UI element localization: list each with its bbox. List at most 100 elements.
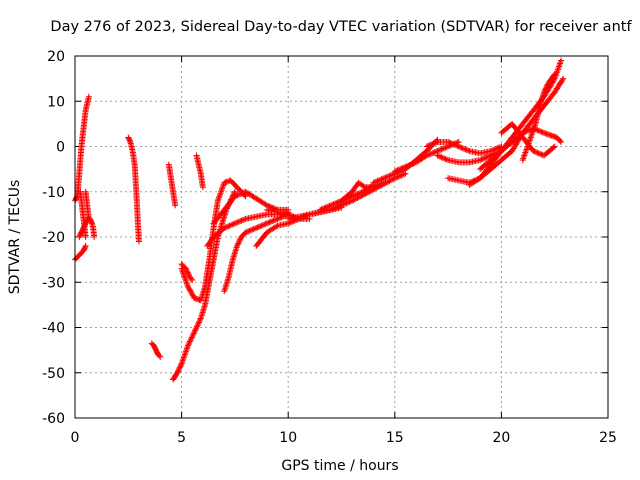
data-point <box>273 223 280 230</box>
data-point <box>218 187 225 194</box>
data-point <box>430 149 437 156</box>
data-point <box>231 193 238 200</box>
axis-ticks: 0 5 10 15 20 25 -60 -50 -40 -30 -20 -10 0 10 20 <box>42 49 617 446</box>
data-point <box>261 221 268 228</box>
series-arc-14 <box>210 188 292 227</box>
data-point <box>406 162 413 169</box>
data-point <box>179 267 186 274</box>
data-point <box>194 322 201 329</box>
y-tick-label: 20 <box>47 49 65 65</box>
data-point <box>186 286 193 293</box>
data-point <box>423 143 430 150</box>
data-point <box>535 127 542 134</box>
x-tick-label: 10 <box>279 430 297 446</box>
data-point <box>354 191 361 198</box>
data-point <box>185 270 192 277</box>
data-point <box>249 226 256 233</box>
data-point <box>333 200 340 207</box>
data-point <box>265 219 272 226</box>
data-point <box>254 224 261 231</box>
data-point <box>386 172 393 179</box>
data-point <box>405 162 412 169</box>
data-point <box>188 275 195 282</box>
data-point <box>235 240 242 247</box>
x-tick-label: 0 <box>71 430 80 446</box>
data-point <box>172 202 179 209</box>
data-point <box>550 72 557 79</box>
data-point <box>135 238 142 245</box>
y-tick-label: -30 <box>42 275 65 291</box>
series-arc-15 <box>221 211 292 295</box>
data-point <box>401 164 408 171</box>
series-arc-29 <box>509 125 565 155</box>
data-point <box>189 291 196 298</box>
data-point <box>188 334 195 341</box>
data-point <box>325 203 332 210</box>
data-point <box>386 178 393 185</box>
data-point <box>374 178 381 185</box>
data-point <box>237 191 244 198</box>
data-point <box>82 244 89 251</box>
data-point <box>339 202 346 209</box>
data-point <box>217 190 224 197</box>
data-point <box>189 292 196 299</box>
data-point <box>431 149 438 156</box>
data-point <box>182 348 189 355</box>
data-point <box>451 141 458 148</box>
series-arc-1 <box>72 93 92 204</box>
x-tick-label: 15 <box>386 430 404 446</box>
data-point <box>215 194 222 201</box>
data-point <box>431 140 438 147</box>
data-point <box>199 184 206 191</box>
data-point <box>519 157 526 164</box>
data-point <box>523 128 530 135</box>
data-point <box>411 159 418 166</box>
data-point <box>187 337 194 344</box>
y-tick-label: -40 <box>42 321 65 337</box>
data-point <box>238 217 245 224</box>
data-point <box>351 192 358 199</box>
y-tick-label: -60 <box>42 411 65 427</box>
data-point <box>330 201 337 208</box>
data-point <box>443 144 450 151</box>
data-point <box>183 279 190 286</box>
data-point <box>239 217 246 224</box>
data-point <box>450 141 457 148</box>
data-point <box>182 277 189 284</box>
data-point <box>537 128 544 135</box>
data-point <box>193 323 200 330</box>
series-arc-7 <box>148 340 164 360</box>
data-point <box>189 333 196 340</box>
data-point <box>454 142 461 149</box>
data-point <box>402 163 409 170</box>
data-point <box>425 142 432 149</box>
data-point <box>336 203 343 210</box>
data-point <box>556 62 563 69</box>
data-point <box>455 143 462 150</box>
data-point <box>379 175 386 182</box>
data-point <box>257 223 264 230</box>
data-point <box>231 220 238 227</box>
data-point <box>188 290 195 297</box>
data-point <box>241 216 248 223</box>
data-point <box>478 156 485 163</box>
data-point <box>445 138 452 145</box>
data-point <box>189 276 196 283</box>
data-point <box>543 84 550 91</box>
data-point <box>182 350 189 357</box>
data-point <box>423 152 430 159</box>
data-point <box>559 76 566 83</box>
series-arc-2 <box>72 243 89 263</box>
data-point <box>234 192 241 199</box>
data-point <box>433 139 440 146</box>
data-point <box>319 205 326 212</box>
data-point <box>485 153 492 160</box>
data-point <box>442 144 449 151</box>
data-point <box>558 138 565 145</box>
data-point <box>435 153 442 160</box>
data-point <box>184 283 191 290</box>
data-point <box>377 176 384 183</box>
data-point <box>539 129 546 136</box>
data-point <box>465 147 472 154</box>
data-point <box>262 220 269 227</box>
